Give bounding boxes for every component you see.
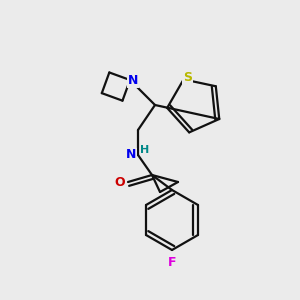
Text: H: H [140, 145, 150, 155]
Text: N: N [128, 74, 138, 88]
Text: S: S [183, 71, 192, 84]
Text: O: O [115, 176, 125, 188]
Text: F: F [168, 256, 176, 268]
Text: N: N [126, 148, 136, 161]
